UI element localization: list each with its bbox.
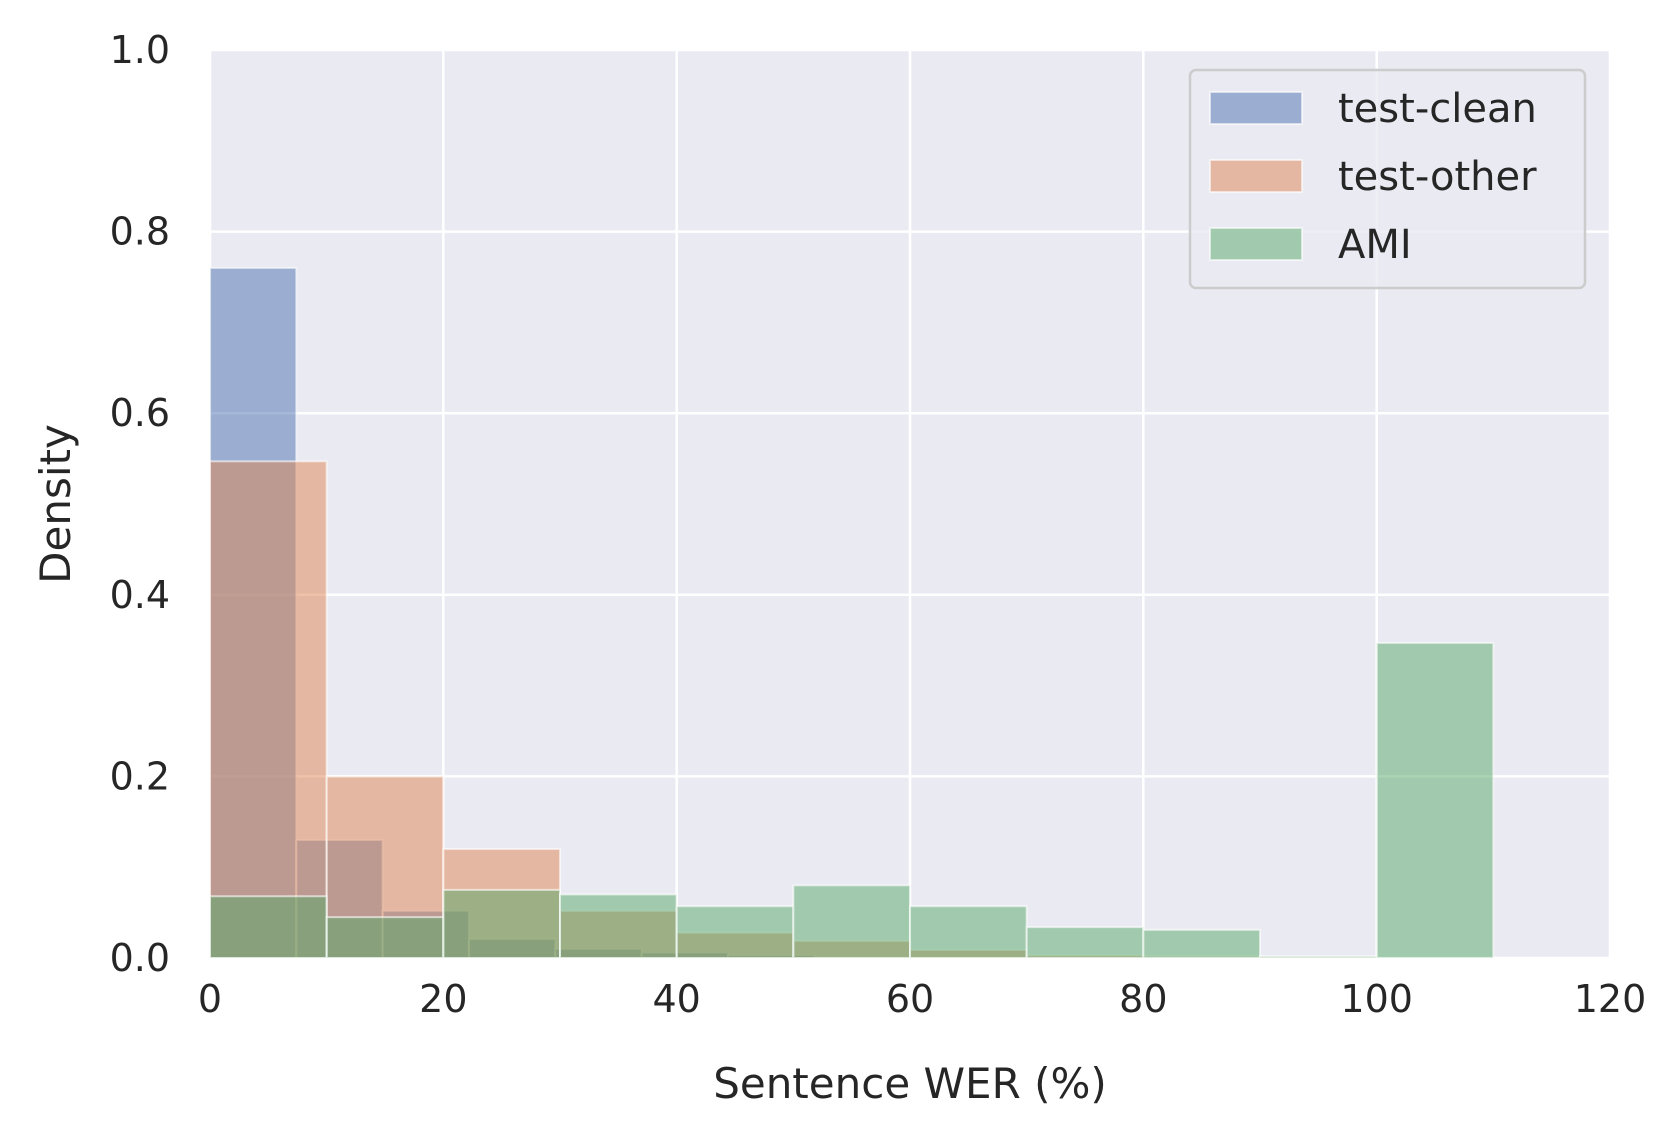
y-tick-label: 1.0 xyxy=(110,28,170,72)
y-tick-label: 0.8 xyxy=(110,210,170,254)
x-tick-labels: 0 20 40 60 80 100 120 xyxy=(198,977,1646,1021)
y-tick-label: 0.6 xyxy=(110,391,170,435)
y-tick-labels: 0.0 0.2 0.4 0.6 0.8 1.0 xyxy=(110,28,170,980)
histogram-bar xyxy=(792,884,911,959)
legend-label: test-other xyxy=(1338,154,1537,200)
histogram-bar xyxy=(209,460,328,959)
histogram-bar xyxy=(909,905,1028,960)
legend-swatch xyxy=(1209,91,1303,125)
histogram-bar xyxy=(442,888,562,960)
y-axis-label: Density xyxy=(31,424,80,584)
y-tick-label: 0.2 xyxy=(110,754,170,798)
x-tick-label: 60 xyxy=(886,977,934,1021)
legend-label: test-clean xyxy=(1338,86,1537,132)
histogram-bar xyxy=(1375,641,1495,959)
x-tick-label: 80 xyxy=(1119,977,1167,1021)
legend: test-clean test-other AMI xyxy=(1188,68,1587,290)
legend-swatch xyxy=(1209,227,1303,261)
histogram-bar xyxy=(1025,926,1145,959)
series-ami xyxy=(209,641,1495,960)
y-tick-label: 0.4 xyxy=(110,573,170,617)
histogram-bar xyxy=(559,893,678,960)
histogram-bar xyxy=(325,916,445,960)
x-axis-label: Sentence WER (%) xyxy=(713,1059,1107,1108)
histogram-bar xyxy=(209,895,328,959)
x-tick-label: 120 xyxy=(1574,977,1647,1021)
histogram-bar xyxy=(1259,955,1378,960)
x-tick-label: 40 xyxy=(652,977,700,1021)
x-tick-label: 100 xyxy=(1340,977,1413,1021)
bars xyxy=(209,266,1495,960)
x-tick-label: 20 xyxy=(419,977,467,1021)
y-tick-label: 0.0 xyxy=(110,936,170,980)
histogram-bar xyxy=(1142,928,1262,959)
x-tick-label: 0 xyxy=(198,977,222,1021)
histogram-bar xyxy=(675,905,795,960)
legend-swatch xyxy=(1209,159,1303,193)
legend-label: AMI xyxy=(1338,222,1412,268)
